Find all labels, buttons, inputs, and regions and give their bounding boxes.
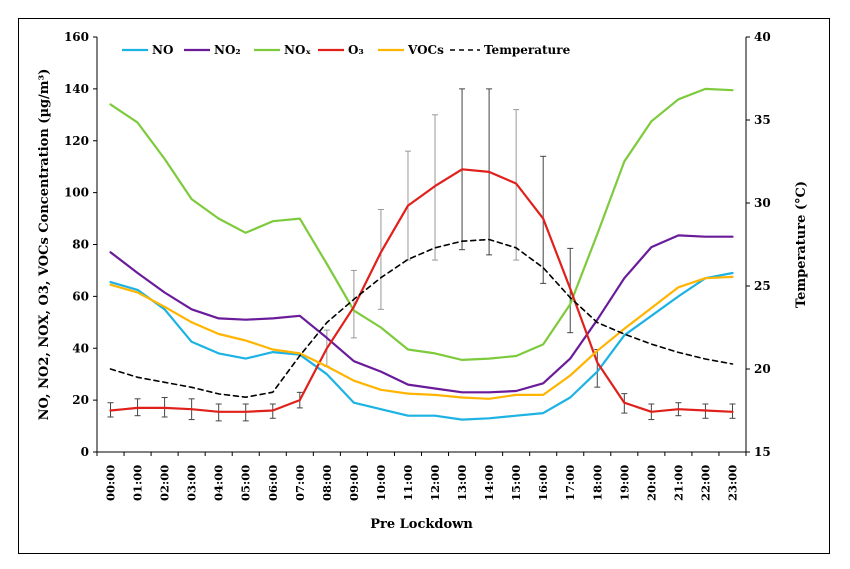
y-tick-label: 0 xyxy=(81,445,89,459)
x-tick-label: 19:00 xyxy=(617,465,631,501)
x-tick-label: 17:00 xyxy=(563,465,577,501)
x-tick-label: 04:00 xyxy=(212,465,226,501)
series-line-o xyxy=(109,168,734,413)
series-line-no xyxy=(109,234,734,394)
x-tick-label: 11:00 xyxy=(401,465,415,501)
x-tick-label: 06:00 xyxy=(266,465,280,501)
y-tick-label: 60 xyxy=(72,289,89,303)
x-tick-label: 21:00 xyxy=(671,465,685,501)
x-tick-label: 09:00 xyxy=(347,465,361,501)
y2-tick-label: 25 xyxy=(754,279,771,293)
legend-label: VOCs xyxy=(407,43,444,57)
x-tick-label: 05:00 xyxy=(239,465,253,501)
x-tick-label: 10:00 xyxy=(374,465,388,501)
legend-label: NO₂ xyxy=(214,43,241,57)
series-line-no xyxy=(109,271,734,421)
series-line-temperature xyxy=(109,238,734,399)
x-tick-label: 08:00 xyxy=(320,465,334,501)
y2-tick-label: 30 xyxy=(754,196,771,210)
x-tick-label: 23:00 xyxy=(725,465,739,501)
legend-label: NOₓ xyxy=(284,43,311,57)
x-axis-title: Pre Lockdown xyxy=(370,517,473,532)
x-tick-label: 22:00 xyxy=(698,465,712,501)
x-tick-label: 00:00 xyxy=(104,465,118,501)
x-tick-label: 14:00 xyxy=(482,465,496,501)
y2-axis-title: Temperature (°C) xyxy=(794,181,809,308)
legend-label: O₃ xyxy=(348,43,364,57)
x-tick-label: 20:00 xyxy=(644,465,658,501)
x-tick-label: 12:00 xyxy=(428,465,442,501)
x-tick-label: 15:00 xyxy=(509,465,523,501)
y-tick-label: 80 xyxy=(72,238,89,252)
legend-label: NO xyxy=(152,43,173,57)
chart-frame xyxy=(18,18,830,554)
legend-label: Temperature xyxy=(484,43,571,57)
x-tick-label: 16:00 xyxy=(536,465,550,501)
y-tick-label: 120 xyxy=(64,134,89,148)
x-tick-label: 07:00 xyxy=(293,465,307,501)
y2-tick-label: 35 xyxy=(754,113,771,127)
x-tick-label: 18:00 xyxy=(590,465,604,501)
x-tick-label: 01:00 xyxy=(131,465,145,501)
series-line-vocs xyxy=(109,275,734,400)
y2-tick-label: 15 xyxy=(754,445,771,459)
y-tick-label: 140 xyxy=(64,82,89,96)
y-tick-label: 100 xyxy=(64,186,89,200)
y-tick-label: 20 xyxy=(72,393,89,407)
series-line-no xyxy=(109,87,734,361)
y2-tick-label: 20 xyxy=(754,362,771,376)
y-tick-label: 160 xyxy=(64,30,89,44)
y-axis-title: NO, NO2, NOX, O3, VOCs Concentration (µg… xyxy=(37,69,52,421)
x-tick-label: 03:00 xyxy=(185,465,199,501)
x-tick-label: 02:00 xyxy=(158,465,172,501)
y-tick-label: 40 xyxy=(72,341,89,355)
y2-tick-label: 40 xyxy=(754,30,771,44)
x-tick-label: 13:00 xyxy=(455,465,469,501)
